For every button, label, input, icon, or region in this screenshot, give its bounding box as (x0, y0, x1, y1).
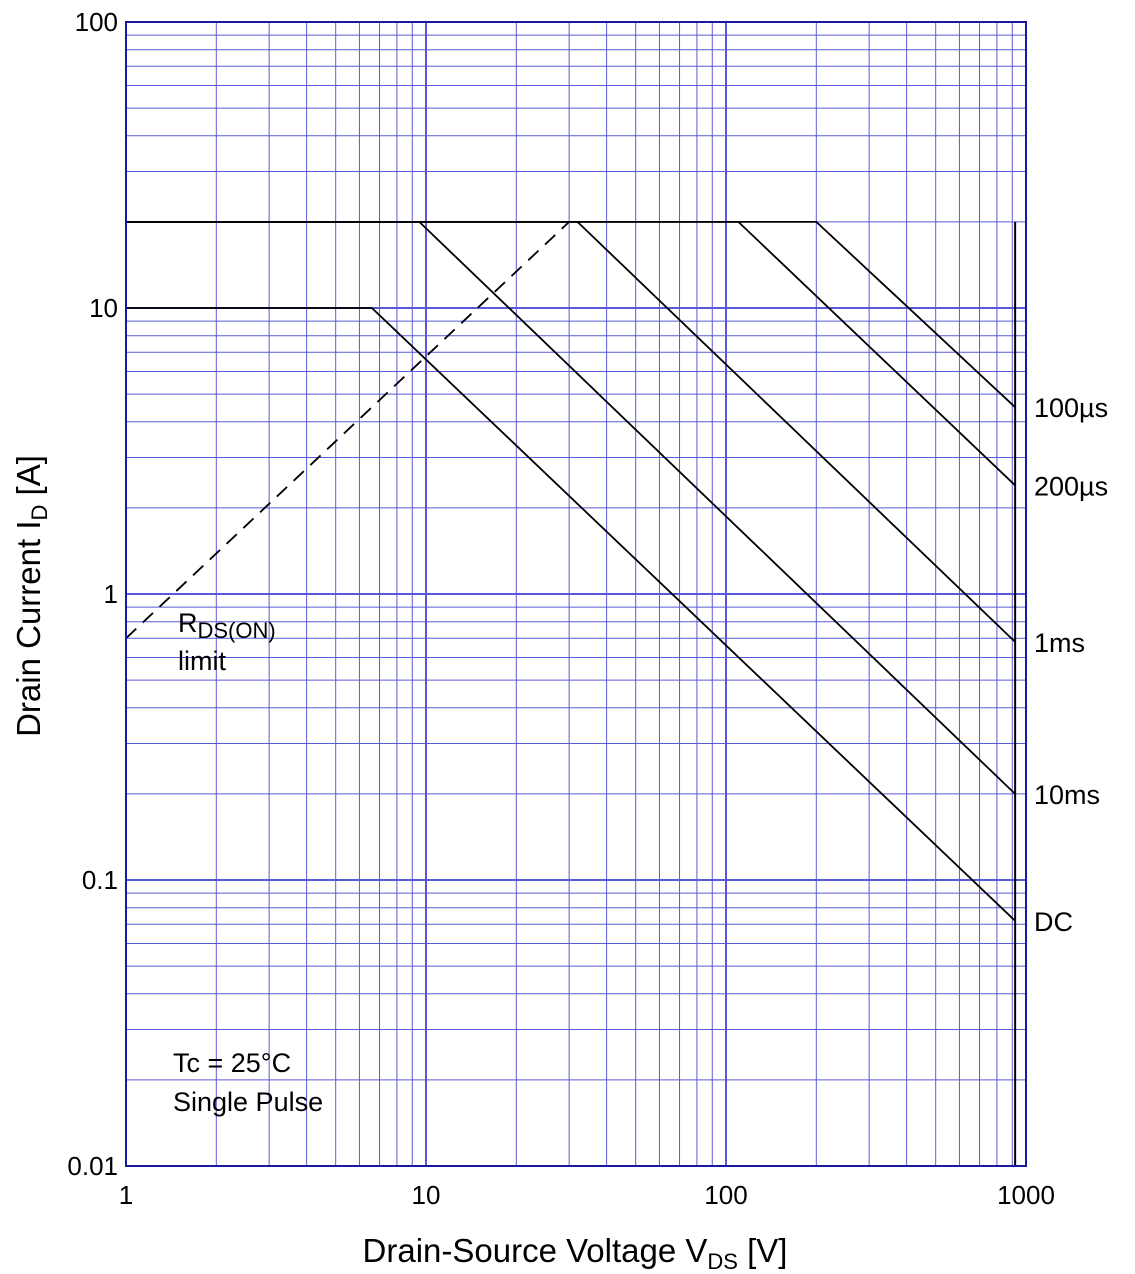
y-tick-label: 0.01 (67, 1151, 118, 1181)
series-group (125, 220, 1017, 1166)
condition-temperature: Tc = 25°C (173, 1048, 291, 1078)
tick-labels: 1 10 100 1000 0.01 0.1 1 10 100 (67, 7, 1055, 1210)
rds-limit-label-line2: limit (178, 646, 226, 676)
series-line-dc (126, 307, 1016, 922)
y-tick-label: 1 (104, 579, 118, 609)
series-label: DC (1034, 907, 1073, 937)
condition-pulse: Single Pulse (173, 1087, 323, 1117)
series-label: 10ms (1034, 780, 1100, 810)
y-tick-label: 0.1 (82, 865, 118, 895)
y-tick-label: 10 (89, 293, 118, 323)
x-tick-label: 100 (704, 1180, 747, 1210)
rds-limit-label: RDS(ON) (178, 608, 276, 643)
series-line-200-s (126, 220, 1016, 486)
plot-frame (125, 21, 1027, 1167)
x-tick-label: 1 (119, 1180, 133, 1210)
x-tick-label: 1000 (997, 1180, 1055, 1210)
series-labels: 100µs 200µs 1ms 10ms DC (1034, 393, 1108, 937)
series-line-rds-on-limit (125, 221, 570, 639)
y-axis-title: Drain Current ID [A] (10, 455, 52, 737)
series-line-10ms (126, 220, 1016, 795)
grid-lines (126, 22, 1026, 1166)
x-tick-label: 10 (412, 1180, 441, 1210)
series-label: 1ms (1034, 628, 1085, 658)
series-line-100-s (126, 220, 1016, 408)
series-line-1ms (126, 220, 1016, 643)
y-tick-label: 100 (75, 7, 118, 37)
x-axis-title: Drain-Source Voltage VDS [V] (363, 1232, 788, 1274)
series-label: 200µs (1034, 471, 1108, 501)
series-label: 100µs (1034, 393, 1108, 423)
